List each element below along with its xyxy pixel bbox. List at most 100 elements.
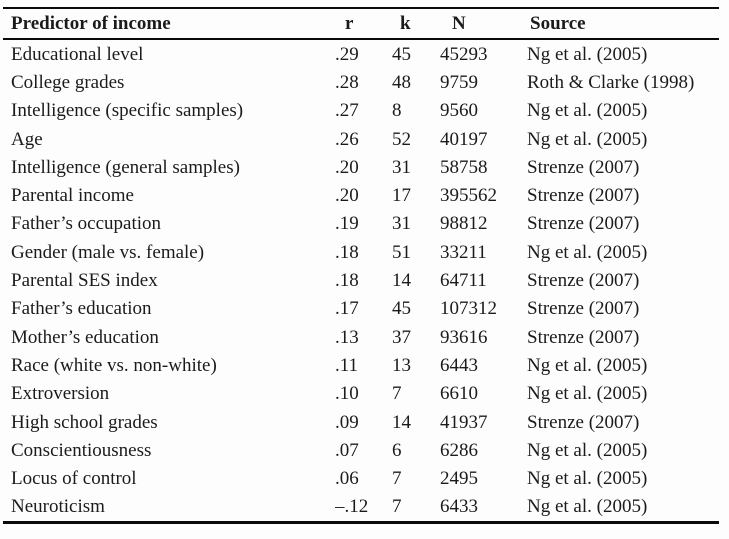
table-row: High school grades .09 14 41937 Strenze … xyxy=(3,408,719,436)
cell-predictor: Conscientiousness xyxy=(11,439,152,461)
cell-r: .11 xyxy=(335,354,359,376)
cell-source: Ng et al. (2005) xyxy=(527,100,648,122)
cell-k: 7 xyxy=(392,496,402,518)
cell-k: 6 xyxy=(392,439,402,461)
cell-k: 45 xyxy=(392,298,411,320)
cell-r: .09 xyxy=(335,411,359,433)
cell-source: Strenze (2007) xyxy=(527,270,640,292)
cell-source: Ng et al. (2005) xyxy=(527,43,648,65)
cell-k: 31 xyxy=(392,156,411,178)
cell-predictor: College grades xyxy=(11,71,125,93)
cell-predictor: Intelligence (specific samples) xyxy=(11,100,244,122)
table-row: Extroversion .10 7 6610 Ng et al. (2005) xyxy=(3,380,719,408)
cell-source: Strenze (2007) xyxy=(527,298,640,320)
col-header-n: N xyxy=(452,13,466,34)
cell-r: .20 xyxy=(335,156,359,178)
table-row: Educational level .29 45 45293 Ng et al.… xyxy=(3,39,719,68)
cell-r: –.12 xyxy=(335,496,369,518)
cell-source: Strenze (2007) xyxy=(527,156,640,178)
cell-n: 6610 xyxy=(440,383,478,405)
table-row: Intelligence (general samples) .20 31 58… xyxy=(3,153,719,181)
cell-k: 14 xyxy=(392,411,411,433)
cell-predictor: Race (white vs. non-white) xyxy=(11,354,217,376)
cell-source: Roth & Clarke (1998) xyxy=(527,71,695,93)
cell-predictor: Father’s occupation xyxy=(11,213,162,235)
cell-r: .18 xyxy=(335,270,359,292)
table-body: Educational level .29 45 45293 Ng et al.… xyxy=(3,39,719,523)
cell-r: .20 xyxy=(335,185,359,207)
table-row: Mother’s education .13 37 93616 Strenze … xyxy=(3,323,719,351)
cell-n: 6433 xyxy=(440,496,478,518)
cell-n: 9560 xyxy=(440,100,478,122)
table-row: Parental SES index .18 14 64711 Strenze … xyxy=(3,266,719,294)
cell-k: 7 xyxy=(392,468,402,490)
cell-source: Ng et al. (2005) xyxy=(527,354,648,376)
cell-n: 395562 xyxy=(440,185,497,207)
cell-r: .18 xyxy=(335,241,359,263)
cell-r: .26 xyxy=(335,128,359,150)
table-row: Age .26 52 40197 Ng et al. (2005) xyxy=(3,125,719,153)
table-row: Parental income .20 17 395562 Strenze (2… xyxy=(3,181,719,209)
cell-k: 14 xyxy=(392,270,411,292)
cell-predictor: High school grades xyxy=(11,411,158,433)
cell-n: 2495 xyxy=(440,468,478,490)
cell-predictor: Gender (male vs. female) xyxy=(11,241,205,263)
cell-n: 40197 xyxy=(440,128,488,150)
col-header-r: r xyxy=(345,13,354,34)
cell-source: Ng et al. (2005) xyxy=(527,128,648,150)
cell-predictor: Parental SES index xyxy=(11,270,158,292)
income-predictors-table: Predictor of income r k N Source Educati… xyxy=(3,7,719,525)
cell-source: Ng et al. (2005) xyxy=(527,383,648,405)
col-header-predictor: Predictor of income xyxy=(11,13,171,34)
cell-r: .13 xyxy=(335,326,359,348)
cell-predictor: Extroversion xyxy=(11,383,110,405)
cell-source: Ng et al. (2005) xyxy=(527,439,648,461)
cell-k: 51 xyxy=(392,241,411,263)
cell-source: Strenze (2007) xyxy=(527,213,640,235)
cell-predictor: Intelligence (general samples) xyxy=(11,156,240,178)
cell-predictor: Age xyxy=(11,128,43,150)
cell-r: .27 xyxy=(335,100,359,122)
cell-n: 9759 xyxy=(440,71,478,93)
table-row: Intelligence (specific samples) .27 8 95… xyxy=(3,97,719,125)
table-row: College grades .28 48 9759 Roth & Clarke… xyxy=(3,68,719,96)
cell-source: Ng et al. (2005) xyxy=(527,496,648,518)
table-row: Neuroticism –.12 7 6433 Ng et al. (2005) xyxy=(3,493,719,523)
table-row: Race (white vs. non-white) .11 13 6443 N… xyxy=(3,351,719,379)
cell-r: .28 xyxy=(335,71,359,93)
cell-r: .10 xyxy=(335,383,359,405)
cell-predictor: Mother’s education xyxy=(11,326,159,348)
cell-r: .06 xyxy=(335,468,359,490)
cell-n: 41937 xyxy=(440,411,488,433)
cell-predictor: Locus of control xyxy=(11,468,137,490)
cell-n: 6443 xyxy=(440,354,478,376)
cell-k: 48 xyxy=(392,71,411,93)
cell-k: 52 xyxy=(392,128,411,150)
cell-k: 45 xyxy=(392,43,411,65)
cell-n: 45293 xyxy=(440,43,488,65)
cell-k: 7 xyxy=(392,383,402,405)
cell-source: Strenze (2007) xyxy=(527,185,640,207)
cell-n: 6286 xyxy=(440,439,478,461)
table-header: Predictor of income r k N Source xyxy=(3,8,719,39)
cell-r: .07 xyxy=(335,439,359,461)
cell-predictor: Educational level xyxy=(11,43,144,65)
cell-k: 17 xyxy=(392,185,411,207)
col-header-source: Source xyxy=(530,13,586,34)
cell-n: 98812 xyxy=(440,213,488,235)
cell-r: .17 xyxy=(335,298,359,320)
col-header-k: k xyxy=(400,13,411,34)
cell-predictor: Father’s education xyxy=(11,298,152,320)
cell-k: 37 xyxy=(392,326,411,348)
cell-k: 13 xyxy=(392,354,411,376)
cell-source: Strenze (2007) xyxy=(527,411,640,433)
cell-n: 107312 xyxy=(440,298,497,320)
table-row: Locus of control .06 7 2495 Ng et al. (2… xyxy=(3,464,719,492)
cell-predictor: Parental income xyxy=(11,185,134,207)
cell-n: 64711 xyxy=(440,270,487,292)
cell-r: .29 xyxy=(335,43,359,65)
table-row: Gender (male vs. female) .18 51 33211 Ng… xyxy=(3,238,719,266)
cell-n: 58758 xyxy=(440,156,488,178)
cell-r: .19 xyxy=(335,213,359,235)
